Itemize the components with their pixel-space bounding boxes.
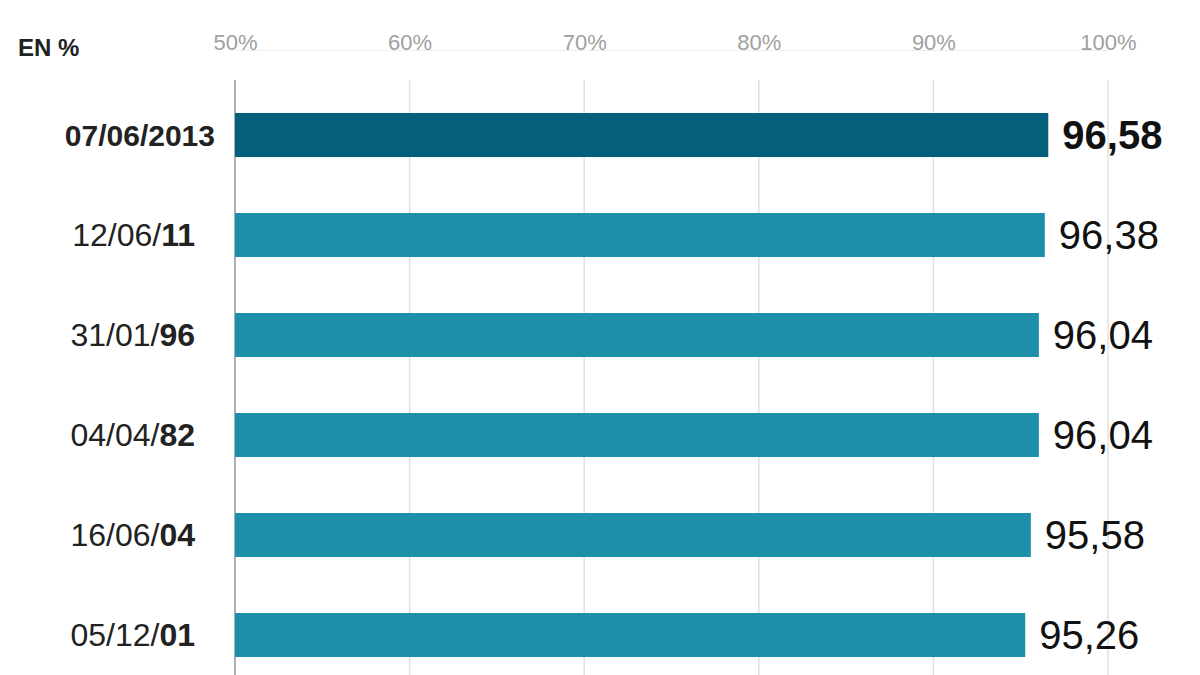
- title: EN %: [18, 34, 79, 61]
- data-label: 96,38: [1059, 213, 1159, 257]
- tick: 70%: [563, 30, 607, 55]
- category-label: 12/06/11: [72, 217, 195, 253]
- grid-line: [234, 80, 236, 675]
- bars: [235, 113, 1048, 657]
- tick: 80%: [737, 30, 781, 55]
- bar: [235, 613, 1025, 657]
- tick-label: 100%: [1080, 30, 1136, 55]
- tick-label: 50%: [213, 30, 257, 55]
- label-part: 82: [159, 417, 195, 453]
- tick-label: 60%: [388, 30, 432, 55]
- label-part: 16/06/: [70, 517, 159, 553]
- tick-label: 80%: [737, 30, 781, 55]
- category-labels: 07/06/2013 12/06/11 31/01/96 04/04/82 16/06/…: [65, 119, 215, 654]
- label-part: 11: [161, 217, 195, 253]
- data-label: 95,58: [1045, 513, 1145, 557]
- tick: 50%: [213, 30, 257, 55]
- tick-label: 90%: [912, 30, 956, 55]
- grid-line: [583, 80, 585, 675]
- data-label: 96,58: [1062, 113, 1162, 157]
- chart: 50% 60% 70% 80% 90% 100% EN % 07/06/2013 12/06/1…: [0, 0, 1200, 675]
- data-label: 96,04: [1053, 413, 1153, 457]
- grid-line: [409, 80, 411, 675]
- category-label: 07/06/2013: [65, 119, 215, 152]
- label-part: 01: [159, 617, 195, 653]
- label-part: 12/06/: [72, 217, 161, 253]
- label-part: 31/01/: [70, 317, 159, 353]
- bar: [235, 413, 1039, 457]
- data-label: 95,26: [1039, 613, 1139, 657]
- category-label: 04/04/82: [70, 417, 195, 453]
- bar: [235, 313, 1039, 357]
- data-labels: 96,58 96,38 96,04 96,04 95,58 95,26: [1039, 113, 1162, 657]
- label-part: 05/12/: [70, 617, 159, 653]
- label-part: 96: [159, 317, 195, 353]
- tick: 90%: [912, 30, 956, 55]
- bar: [235, 213, 1045, 257]
- bar: [235, 513, 1031, 557]
- x-axis: 50% 60% 70% 80% 90% 100%: [213, 30, 1136, 55]
- category-label: 05/12/01: [70, 617, 195, 653]
- category-label: 31/01/96: [70, 317, 195, 353]
- grid: [235, 80, 1108, 675]
- bar: [235, 113, 1048, 157]
- grid-line: [758, 80, 760, 675]
- tick-label: 70%: [563, 30, 607, 55]
- category-label: 16/06/04: [70, 517, 195, 553]
- axis-line: [236, 50, 1109, 51]
- label-part: 04: [159, 517, 195, 553]
- tick: 60%: [388, 30, 432, 55]
- tick: 100%: [1080, 30, 1136, 55]
- data-label: 96,04: [1053, 313, 1153, 357]
- grid-line: [1107, 80, 1109, 675]
- label-part: 04/04/: [70, 417, 159, 453]
- grid-line: [933, 80, 935, 675]
